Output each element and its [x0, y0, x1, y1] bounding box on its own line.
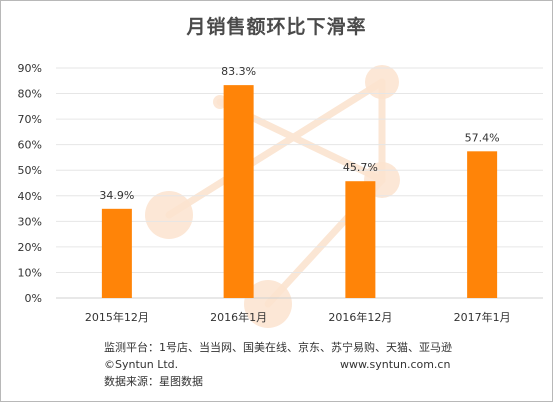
data-label: 34.9% — [99, 189, 134, 202]
footer: 监测平台：1号店、当当网、国美在线、京东、苏宁易购、天猫、亚马逊 ©Syntun… — [104, 339, 452, 390]
y-tick-label: 40% — [18, 190, 42, 203]
value-labels: 34.9% 83.3% 45.7% 57.4% — [99, 65, 499, 202]
y-tick-label: 50% — [18, 164, 42, 177]
bar — [467, 151, 498, 298]
chart-title: 月销售额环比下滑率 — [186, 16, 367, 38]
bar — [345, 181, 376, 298]
bar — [223, 85, 254, 298]
website-text: www.syntun.com.cn — [340, 358, 451, 371]
data-label: 83.3% — [221, 65, 256, 78]
bars — [101, 85, 498, 298]
x-tick-label: 2015年12月 — [85, 310, 149, 324]
y-tick-label: 70% — [18, 113, 42, 126]
y-tick-label: 90% — [18, 62, 42, 75]
y-tick-label: 30% — [18, 215, 42, 228]
y-axis: 0% 10% 20% 30% 40% 50% 60% 70% 80% 90% — [18, 62, 42, 305]
x-tick-label: 2016年1月 — [210, 310, 267, 324]
gridlines — [56, 67, 543, 299]
bar — [101, 208, 132, 298]
y-tick-label: 80% — [18, 88, 42, 101]
y-tick-label: 60% — [18, 139, 42, 152]
data-label: 45.7% — [343, 161, 378, 174]
data-label: 57.4% — [465, 131, 500, 144]
y-tick-label: 10% — [18, 266, 42, 279]
background-decoration — [145, 65, 400, 328]
copyright-text: ©Syntun Ltd. — [104, 358, 179, 371]
x-tick-label: 2016年12月 — [328, 310, 392, 324]
y-tick-label: 20% — [18, 241, 42, 254]
x-tick-label: 2017年1月 — [454, 310, 511, 324]
x-axis: 2015年12月 2016年1月 2016年12月 2017年1月 — [85, 310, 511, 324]
monitor-platforms-text: 监测平台：1号店、当当网、国美在线、京东、苏宁易购、天猫、亚马逊 — [104, 341, 452, 354]
y-tick-label: 0% — [25, 292, 42, 305]
data-source-text: 数据来源：星图数据 — [104, 375, 203, 388]
